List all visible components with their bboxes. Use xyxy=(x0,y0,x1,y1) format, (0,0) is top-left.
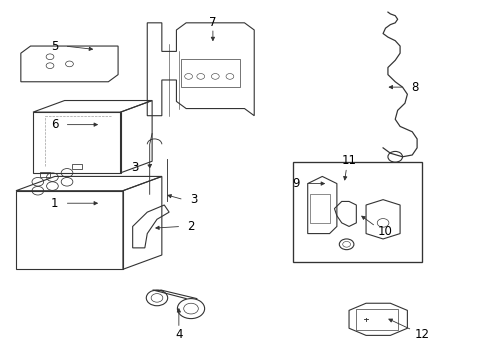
Bar xyxy=(292,162,421,262)
Text: 3: 3 xyxy=(131,161,139,174)
Text: 12: 12 xyxy=(414,328,428,341)
Text: 2: 2 xyxy=(187,220,194,233)
Text: 10: 10 xyxy=(377,225,392,238)
Text: 3: 3 xyxy=(189,193,197,206)
Text: 7: 7 xyxy=(209,15,216,28)
Text: 9: 9 xyxy=(291,177,299,190)
Bar xyxy=(40,172,50,177)
Bar xyxy=(181,59,239,87)
Bar xyxy=(356,309,397,330)
Bar xyxy=(72,164,81,168)
Text: 1: 1 xyxy=(51,197,59,210)
Text: 8: 8 xyxy=(410,81,418,94)
Text: 6: 6 xyxy=(51,118,59,131)
Text: 11: 11 xyxy=(341,154,356,167)
Bar xyxy=(309,194,329,223)
Text: 4: 4 xyxy=(175,328,182,341)
Text: 5: 5 xyxy=(51,40,59,53)
